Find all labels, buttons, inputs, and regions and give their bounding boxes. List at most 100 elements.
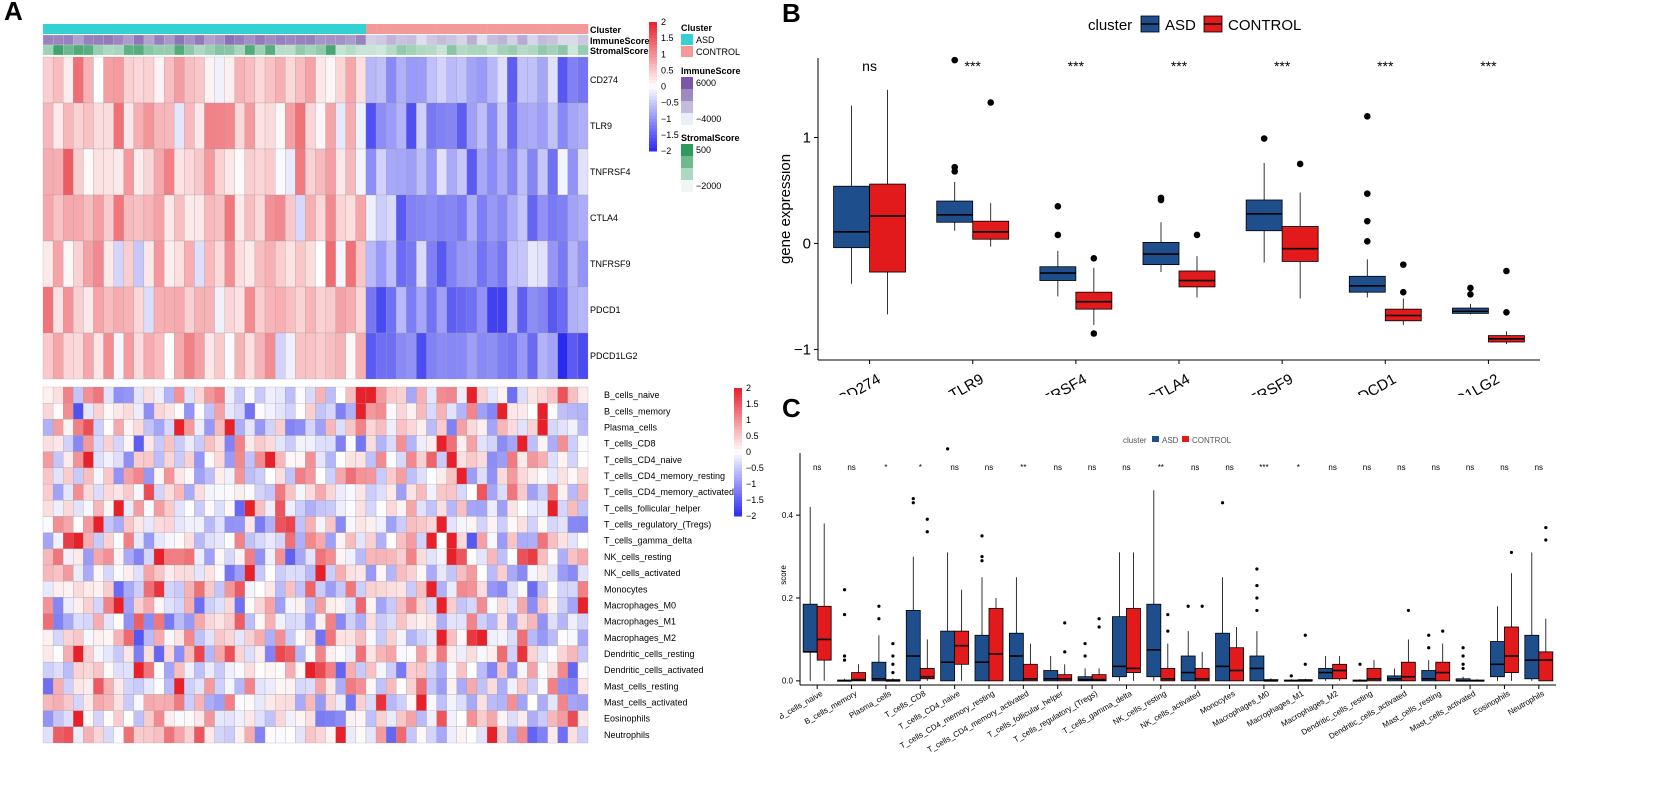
heatmap-bottom-cell: [466, 726, 478, 744]
heatmap-bottom-cell: [285, 500, 296, 517]
heatmap-top-cell: [305, 194, 316, 242]
heatmap-top-cell: [335, 102, 346, 150]
heatmap-bottom-cell: [305, 710, 316, 727]
heatmap-top-cell: [123, 102, 134, 150]
annotation-stromal-cell: [315, 44, 327, 56]
heatmap-bottom-cell: [295, 548, 306, 566]
annotation-cluster-cell: [143, 24, 155, 34]
heatmap-bottom-cell: [42, 419, 54, 436]
heatmap-bottom-cell: [214, 500, 225, 517]
color-scale-segment: [734, 461, 742, 466]
heatmap-bottom-cell: [476, 548, 488, 566]
heatmap-bottom-cell: [365, 516, 377, 533]
heatmap-bottom-cell: [426, 386, 437, 404]
heatmap-bottom-cell: [416, 516, 427, 533]
heatmap-bottom-cell: [264, 597, 276, 614]
box-control: [919, 668, 935, 680]
heatmap-bottom-cell: [486, 403, 498, 420]
heatmap-bottom-cell: [557, 581, 568, 598]
outlier-point: [1544, 525, 1548, 530]
heatmap-bottom-cell: [416, 726, 427, 744]
category-label: TNFRSF9: [1229, 371, 1296, 395]
heatmap-bottom-cell: [497, 613, 508, 630]
color-scale-tick: 0.5: [746, 431, 759, 441]
heatmap-bottom-cell: [113, 419, 124, 436]
heatmap-bottom-cell: [507, 694, 518, 711]
annotation-stromal-cell: [264, 44, 276, 56]
significance-label: ***: [1259, 463, 1268, 472]
annotation-cluster-cell: [325, 24, 336, 34]
heatmap-top-cell: [184, 332, 195, 380]
heatmap-bottom-cell: [375, 451, 387, 469]
heatmap-bottom-cell: [517, 516, 528, 533]
heatmap-bottom-cell: [285, 483, 296, 501]
color-scale-segment: [649, 44, 657, 49]
heatmap-bottom-cell: [123, 500, 134, 517]
heatmap-bottom-cell: [163, 467, 175, 485]
heatmap-top-cell: [335, 56, 346, 104]
heatmap-bottom-cell: [446, 597, 457, 614]
heatmap-bottom-cell: [466, 581, 478, 598]
heatmap-bottom-cell: [315, 613, 326, 630]
heatmap-bottom-cell: [436, 386, 447, 404]
color-scale-segment: [734, 413, 742, 418]
color-scale-segment: [649, 34, 657, 39]
heatmap-bottom-cell: [214, 661, 225, 679]
heatmap-bottom-cell: [194, 435, 205, 452]
heatmap-bottom-cell: [184, 645, 195, 663]
color-scale-segment: [649, 112, 657, 117]
annotation-cluster-cell: [295, 24, 306, 34]
heatmap-top-cell: [93, 56, 104, 104]
heatmap-top-cell: [93, 286, 104, 334]
heatmap-top-cell: [224, 148, 235, 196]
heatmap-bottom-cell: [476, 532, 488, 549]
heatmap-bottom-cell: [285, 403, 296, 420]
annotation-cluster-cell: [446, 24, 458, 34]
heatmap-top-cell: [466, 240, 478, 288]
outlier-point: [891, 654, 895, 658]
heatmap-bottom-cell: [42, 467, 54, 485]
heatmap-bottom-cell: [52, 451, 64, 469]
heatmap-bottom-cell: [486, 435, 498, 452]
heatmap-bottom-cell: [466, 516, 478, 533]
heatmap-bottom-cell: [517, 467, 528, 485]
heatmap-bottom-cell: [365, 451, 377, 469]
annotation-immune-cell: [163, 34, 175, 46]
heatmap-bottom-cell: [52, 613, 64, 630]
color-scale-segment: [649, 99, 657, 104]
heatmap-bottom-cell: [73, 678, 84, 695]
cell-type-row-label: Macrophages_M2: [604, 633, 676, 643]
heatmap-bottom-cell: [103, 403, 114, 420]
heatmap-bottom-cell: [497, 678, 508, 695]
heatmap-bottom-cell: [204, 532, 215, 549]
color-scale-segment: [649, 67, 657, 71]
heatmap-bottom-cell: [507, 629, 518, 647]
heatmap-bottom-cell: [83, 532, 94, 549]
annotation-stromal-cell: [163, 44, 175, 56]
annotation-immune-cell: [315, 34, 327, 46]
outlier-point: [951, 163, 959, 171]
heatmap-top-cell: [133, 148, 145, 196]
heatmap-bottom-cell: [123, 581, 134, 598]
heatmap-top-cell: [466, 194, 478, 242]
heatmap-bottom-cell: [537, 419, 548, 436]
y-tick-label: 0.4: [782, 511, 794, 520]
heatmap-top-cell: [456, 332, 468, 380]
heatmap-bottom-cell: [133, 403, 145, 420]
heatmap-bottom-cell: [153, 532, 165, 549]
significance-label: ns: [1363, 463, 1371, 472]
annotation-stromal-cell: [73, 44, 84, 56]
heatmap-bottom-cell: [577, 435, 589, 452]
legend-control-label: CONTROL: [696, 47, 740, 57]
heatmap-bottom-cell: [163, 613, 175, 630]
outlier-point: [911, 496, 915, 501]
heatmap-bottom-cell: [426, 483, 437, 501]
heatmap-bottom-cell: [103, 483, 114, 501]
heatmap-bottom-cell: [355, 678, 367, 695]
heatmap-bottom-cell: [557, 483, 568, 501]
heatmap-bottom-cell: [275, 483, 286, 501]
heatmap-bottom-cell: [406, 500, 417, 517]
heatmap-bottom-cell: [335, 678, 346, 695]
heatmap-bottom-cell: [527, 661, 538, 679]
heatmap-bottom-cell: [42, 403, 54, 420]
